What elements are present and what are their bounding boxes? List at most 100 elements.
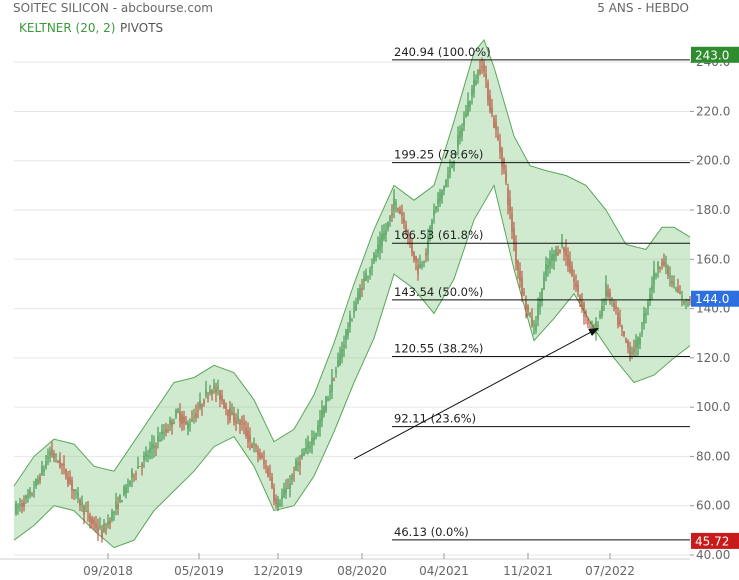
candle-body — [485, 73, 487, 79]
candle-body — [33, 490, 35, 493]
candle-body — [577, 284, 579, 292]
fib-label: 240.94 (100.0%) — [394, 45, 491, 59]
candle-body — [137, 466, 139, 469]
candle-body — [149, 447, 151, 454]
candle-body — [537, 303, 539, 320]
candle-body — [161, 430, 163, 435]
candle-body — [239, 421, 241, 426]
candle-body — [585, 313, 587, 318]
candle-body — [621, 325, 623, 330]
indicator-pivots[interactable]: PIVOTS — [120, 21, 164, 35]
candle-body — [607, 289, 609, 297]
candle-body — [379, 238, 381, 251]
candle-body — [491, 107, 493, 114]
candle-body — [555, 248, 557, 257]
candle-body — [549, 259, 551, 267]
candle-body — [105, 529, 107, 531]
candle-body — [305, 447, 307, 451]
candle-body — [295, 460, 297, 471]
candle-body — [471, 89, 473, 97]
candle-body — [633, 348, 635, 352]
candle-body — [659, 266, 661, 269]
candle-body — [661, 262, 663, 266]
candle-body — [155, 445, 157, 448]
candle-body — [651, 285, 653, 291]
candle-body — [461, 127, 463, 137]
candle-body — [543, 276, 545, 290]
candle-body — [645, 313, 647, 315]
candle-body — [367, 276, 369, 278]
candle-body — [395, 202, 397, 206]
candle-body — [459, 130, 461, 139]
candle-body — [273, 488, 275, 502]
candle-body — [369, 270, 371, 274]
candle-body — [213, 386, 215, 389]
candle-body — [73, 489, 75, 492]
candle-body — [97, 528, 99, 532]
candle-body — [25, 495, 27, 499]
candle-body — [77, 492, 79, 497]
candle-body — [405, 224, 407, 235]
candle-body — [677, 287, 679, 293]
candle-body — [579, 294, 581, 303]
candle-body — [479, 69, 481, 74]
candle-body — [335, 369, 337, 373]
candle-body — [351, 319, 353, 321]
candle-body — [357, 292, 359, 303]
arrow-line — [353, 327, 599, 460]
candle-body — [439, 192, 441, 202]
candle-body — [83, 505, 85, 516]
candle-body — [189, 424, 191, 426]
candle-body — [21, 503, 23, 507]
candle-body — [291, 475, 293, 480]
candle-body — [603, 300, 605, 303]
candle-body — [181, 414, 183, 425]
candle-body — [157, 436, 159, 441]
candle-body — [605, 283, 607, 297]
gridlines — [14, 61, 690, 556]
candle-body — [557, 252, 559, 256]
price-tag-label: 45.72 — [695, 534, 729, 548]
candle-body — [469, 100, 471, 108]
fib-label: 166.53 (61.8%) — [394, 228, 483, 242]
candle-body — [81, 502, 83, 505]
candle-body — [465, 113, 467, 118]
fib-label: 120.55 (38.2%) — [394, 342, 483, 356]
candle-body — [545, 264, 547, 277]
price-tag-label: 144.0 — [695, 292, 729, 306]
candle-body — [689, 299, 691, 302]
candle-body — [261, 455, 263, 458]
candle-body — [145, 452, 147, 457]
indicator-keltner[interactable]: KELTNER (20, 2) — [19, 21, 116, 35]
candle-body — [287, 488, 289, 490]
candle-body — [123, 486, 125, 496]
candle-body — [39, 476, 41, 481]
candle-body — [475, 80, 477, 85]
candle-body — [447, 174, 449, 179]
candle-body — [353, 310, 355, 313]
candle-body — [421, 264, 423, 267]
candle-body — [431, 220, 433, 230]
candle-body — [299, 461, 301, 466]
candle-body — [399, 209, 401, 215]
candle-body — [441, 189, 443, 199]
candle-body — [179, 411, 181, 422]
candle-body — [629, 347, 631, 359]
candle-body — [409, 234, 411, 244]
x-tick-label: 12/2019 — [253, 564, 303, 578]
candle-body — [89, 515, 91, 522]
candle-body — [219, 390, 221, 401]
price-tag-label: 243.0 — [695, 48, 729, 62]
candle-body — [671, 280, 673, 284]
candle-body — [529, 312, 531, 316]
candle-body — [47, 456, 49, 459]
candle-body — [323, 406, 325, 415]
candle-body — [129, 480, 131, 485]
candle-body — [333, 379, 335, 381]
candle-body — [415, 256, 417, 262]
candle-body — [499, 141, 501, 153]
candle-body — [43, 468, 45, 472]
candle-body — [457, 135, 459, 148]
candle-body — [231, 411, 233, 416]
